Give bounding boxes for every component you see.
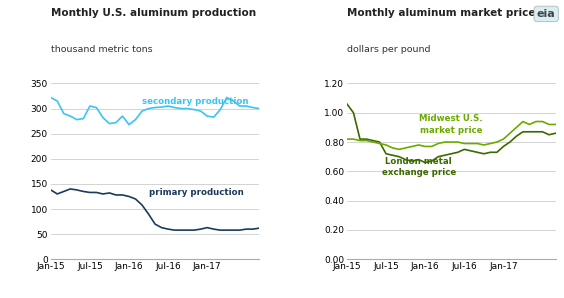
Text: eia: eia (537, 9, 556, 19)
Text: Monthly aluminum market prices: Monthly aluminum market prices (347, 8, 541, 18)
Text: Monthly U.S. aluminum production: Monthly U.S. aluminum production (51, 8, 256, 18)
Text: London metal
exchange price: London metal exchange price (381, 157, 456, 177)
Text: dollars per pound: dollars per pound (347, 45, 430, 54)
Text: secondary production: secondary production (142, 97, 249, 105)
Text: thousand metric tons: thousand metric tons (51, 45, 152, 54)
Text: primary production: primary production (148, 188, 243, 197)
Text: Midwest U.S.
market price: Midwest U.S. market price (420, 114, 483, 134)
